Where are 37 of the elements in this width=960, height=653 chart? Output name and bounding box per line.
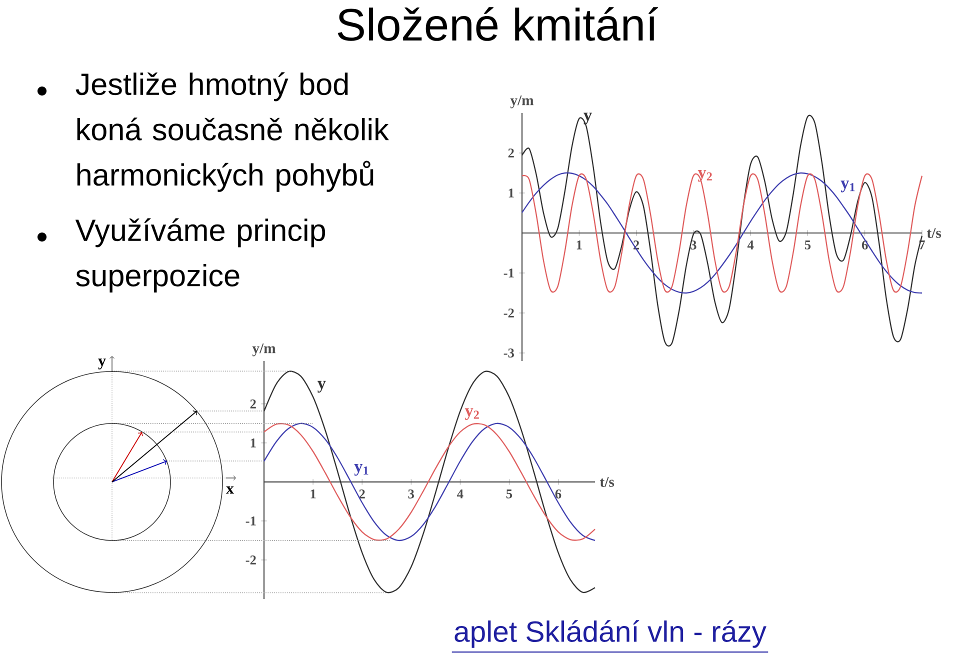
y-axis-title: y/m [510, 95, 534, 108]
y-tick-label: -1 [246, 516, 256, 526]
text: aplet Skládání vln - rázy [454, 620, 766, 648]
x-tick-label: 3 [690, 240, 696, 250]
chart-title: Složené kmitání [338, 7, 658, 41]
series-label: y$_{1}$ [840, 180, 855, 192]
series-label: y$_{2}$ [464, 408, 479, 420]
y-tick-label: 2 [508, 148, 514, 158]
y-tick-label: -2 [504, 308, 514, 318]
x-tick-label: 5 [804, 240, 811, 250]
series-label: y$_{1}$ [354, 464, 368, 476]
x-axis-title: t/s [926, 228, 942, 238]
x-axis-title: t/s [600, 477, 614, 487]
x-tick-label: 6 [555, 490, 562, 498]
series-label: y [317, 380, 326, 393]
x-tick-label: 4 [747, 240, 754, 250]
text: y [98, 358, 106, 370]
y-tick-label: -2 [246, 556, 256, 564]
text: x [226, 486, 234, 494]
x-tick-label: 4 [457, 489, 464, 498]
line-series [263, 370, 596, 594]
x-tick-label: 5 [506, 489, 512, 498]
y-axis-title: y/m [252, 343, 276, 356]
series-label: y [584, 112, 592, 124]
y-tick-label: -1 [504, 268, 514, 278]
x-tick-label: 1 [310, 489, 316, 498]
series-label: y$_{2}$ [698, 170, 712, 182]
y-tick-label: 1 [508, 188, 514, 198]
x-tick-label: 6 [862, 240, 868, 250]
y-tick-label: 1 [250, 438, 256, 448]
x-tick-label: 1 [576, 240, 582, 250]
y-tick-label: -3 [504, 348, 514, 358]
text: Jestliže hmotný bod koná současně několik harmonických pohybů [76, 72, 389, 192]
x-tick-label: 2 [359, 490, 365, 498]
y-tick-label: 2 [250, 400, 256, 408]
x-tick-label: 3 [408, 490, 414, 498]
text: Využíváme princip superpozice [75, 218, 326, 293]
